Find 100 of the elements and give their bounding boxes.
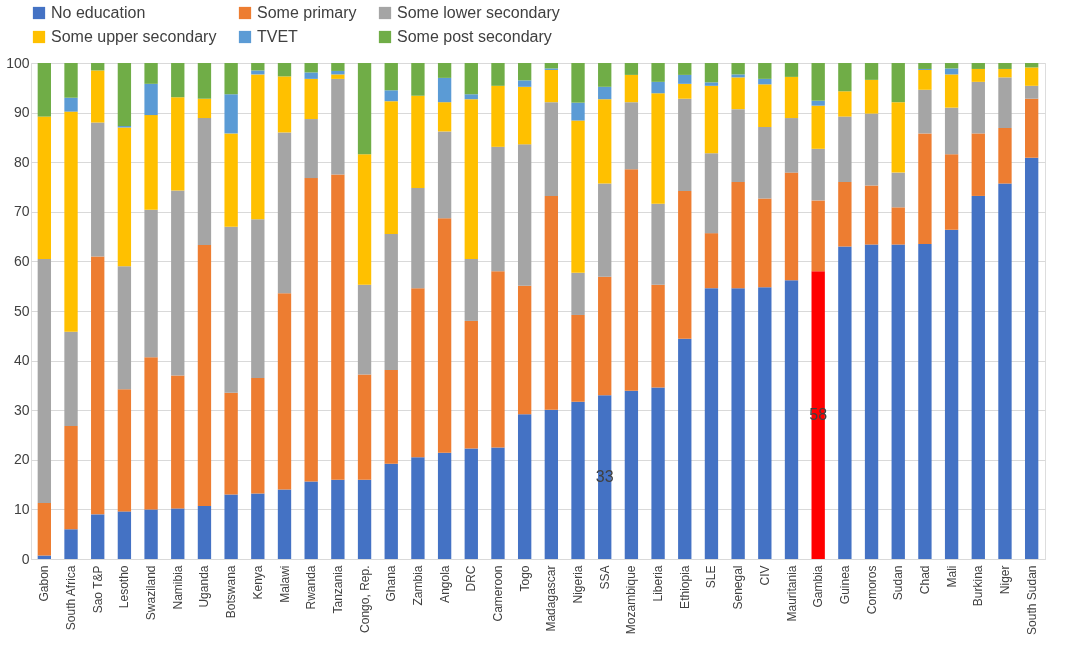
bar: [144, 63, 158, 84]
y-tick-label: 0: [21, 550, 30, 567]
x-tick-label: DRC: [464, 565, 479, 592]
y-tick-label: 10: [13, 500, 30, 517]
x-tick-label: Namibia: [170, 565, 185, 610]
bar: [171, 508, 185, 559]
bar: [838, 246, 852, 559]
bar: [517, 63, 532, 81]
bar: [517, 80, 532, 87]
bar: [731, 182, 745, 289]
bar: [437, 452, 452, 559]
bar: [998, 77, 1012, 128]
x-tick-label: Lesotho: [117, 565, 132, 609]
bar: [224, 133, 238, 227]
bar: [277, 293, 292, 490]
bar: [277, 132, 292, 294]
x-tick-label: Burkina: [971, 565, 986, 607]
bar: [277, 489, 292, 559]
bar: [437, 131, 452, 219]
bar: [437, 218, 452, 453]
bar: [1024, 157, 1039, 559]
bar: [598, 276, 612, 396]
x-tick-label: Niger: [997, 565, 1012, 595]
bar: [357, 374, 372, 480]
bar: [838, 182, 852, 247]
bar: [758, 84, 772, 127]
bar: [64, 426, 78, 530]
bar: [678, 74, 692, 84]
legend-label: Some primary: [257, 4, 357, 21]
bar: [384, 463, 398, 559]
bar: [624, 102, 639, 170]
bar: [864, 185, 879, 245]
bar: [437, 77, 452, 103]
bar: [784, 172, 799, 281]
bar: [357, 154, 372, 285]
bar: [144, 83, 158, 116]
y-tick-label: 40: [13, 352, 30, 369]
bar: [864, 63, 879, 80]
bar: [998, 127, 1012, 184]
bar: [331, 479, 345, 559]
bar: [918, 89, 932, 134]
bar: [251, 70, 265, 75]
x-tick-label: Tanzania: [330, 565, 345, 614]
bar: [864, 79, 879, 114]
bar: [624, 390, 639, 559]
bar: [624, 63, 639, 75]
bar: [1024, 67, 1039, 86]
bar: [651, 284, 665, 388]
bar: [197, 505, 212, 559]
bar: [91, 256, 105, 515]
bar: [304, 72, 318, 79]
bar: [144, 509, 158, 559]
bar: [91, 122, 105, 257]
bar: [197, 245, 212, 506]
bar: [224, 94, 238, 134]
bar: [117, 127, 132, 267]
bar: [678, 83, 692, 99]
bar: [171, 63, 185, 98]
bar: [811, 200, 825, 272]
bar: [731, 63, 745, 75]
bar: [64, 63, 78, 98]
bar: [491, 85, 505, 147]
x-tick-label: Comoros: [864, 565, 879, 615]
bar: [971, 195, 985, 559]
y-tick-label: 60: [13, 252, 30, 269]
x-tick-label: Zambia: [410, 565, 425, 606]
bar: [758, 198, 772, 288]
bar: [704, 288, 719, 559]
bar: [224, 392, 238, 495]
bar: [704, 153, 719, 234]
bar: [144, 209, 158, 358]
x-tick-label: Mozambique: [624, 565, 639, 635]
legend-label: Some upper secondary: [51, 28, 217, 45]
x-tick-label: Sudan: [891, 565, 906, 601]
bar: [571, 272, 585, 315]
bar: [251, 377, 265, 494]
bar: [464, 94, 478, 100]
bar: [571, 120, 585, 273]
bar: [651, 93, 665, 204]
bar: [197, 118, 212, 246]
bar: [891, 63, 905, 103]
bar: [624, 169, 639, 391]
bar: [277, 63, 292, 77]
bar: [544, 409, 559, 559]
bar: [304, 178, 318, 482]
bar: [491, 63, 505, 86]
bar: [251, 219, 265, 378]
bar: [117, 63, 132, 126]
bar: [437, 102, 452, 132]
bar: [731, 288, 745, 559]
bar: [571, 314, 585, 402]
bar: [544, 102, 559, 196]
x-tick-label: Senegal: [731, 565, 746, 610]
bar: [251, 63, 265, 71]
bar: [357, 63, 372, 155]
bar: [891, 207, 905, 245]
bar: [411, 187, 425, 289]
bar: [971, 63, 985, 69]
bar: [411, 288, 425, 458]
bar: [811, 63, 825, 101]
